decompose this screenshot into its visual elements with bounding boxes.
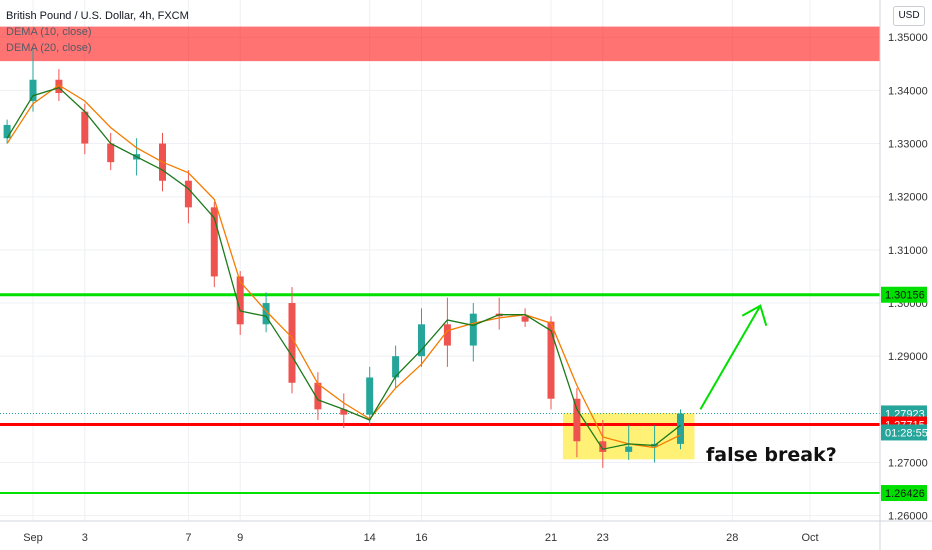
price-tag (881, 286, 927, 303)
x-tick-label: Oct (801, 532, 818, 544)
indicator-dema-20[interactable]: DEMA (20, close) (6, 42, 92, 54)
y-tick-label: 1.27000 (888, 458, 928, 470)
candle-body[interactable] (314, 382, 322, 410)
candle-body[interactable] (366, 377, 374, 415)
candle-body[interactable] (625, 446, 633, 452)
candle-body[interactable] (340, 409, 348, 415)
countdown-label: 01:28:55 (885, 427, 928, 439)
x-tick-label: 7 (185, 532, 191, 544)
resistance-zone (0, 26, 880, 62)
candle-body[interactable] (210, 207, 218, 277)
candle-body[interactable] (573, 398, 581, 442)
countdown-tag (881, 424, 927, 441)
dema-10-line (6, 86, 681, 450)
x-tick-label: 9 (237, 532, 243, 544)
x-tick-label: Sep (23, 532, 43, 544)
candle-body[interactable] (392, 356, 400, 378)
candle-body[interactable] (547, 321, 555, 399)
x-tick-label: 28 (726, 532, 738, 544)
y-tick-label: 1.31000 (888, 245, 928, 257)
chart-title: British Pound / U.S. Dollar, 4h, FXCM (6, 10, 189, 22)
annotation-text: false break? (706, 444, 837, 466)
price-tag-label: 1.30156 (885, 290, 925, 302)
x-tick-label: 14 (364, 532, 376, 544)
y-tick-label: 1.34000 (888, 85, 928, 97)
candle-body[interactable] (469, 313, 477, 346)
projection-arrow-head (741, 304, 768, 326)
candle-body[interactable] (418, 324, 425, 357)
candle-body[interactable] (3, 124, 11, 139)
candle-body[interactable] (262, 303, 270, 325)
dema-20-line (6, 84, 681, 449)
candle-body[interactable] (677, 413, 684, 444)
y-tick-label: 1.26000 (888, 511, 928, 523)
candle-body[interactable] (29, 79, 37, 102)
projection-arrow-shaft (699, 305, 762, 410)
y-tick-label: 1.33000 (888, 139, 928, 151)
y-tick-label: 1.32000 (888, 192, 928, 204)
candle-body[interactable] (288, 303, 296, 383)
candle-body[interactable] (81, 111, 89, 144)
x-tick-label: 3 (82, 532, 88, 544)
candle-body[interactable] (236, 276, 244, 325)
indicator-dema-10[interactable]: DEMA (10, close) (6, 26, 92, 38)
x-tick-label: 16 (415, 532, 427, 544)
y-tick-label: 1.35000 (888, 32, 928, 44)
candle-body[interactable] (599, 441, 607, 452)
price-tag (881, 485, 927, 502)
candle-body[interactable] (443, 324, 451, 346)
price-tag-label: 1.26426 (885, 488, 925, 500)
candle-body[interactable] (521, 316, 529, 322)
chart-legend: British Pound / U.S. Dollar, 4h, FXCM DE… (6, 8, 189, 56)
candle-body[interactable] (107, 143, 115, 163)
currency-button[interactable]: USD (893, 6, 925, 26)
y-tick-label: 1.29000 (888, 351, 928, 363)
candle-body[interactable] (55, 79, 63, 94)
x-tick-label: 23 (597, 532, 609, 544)
x-tick-label: 21 (545, 532, 557, 544)
candle-body[interactable] (184, 180, 192, 208)
